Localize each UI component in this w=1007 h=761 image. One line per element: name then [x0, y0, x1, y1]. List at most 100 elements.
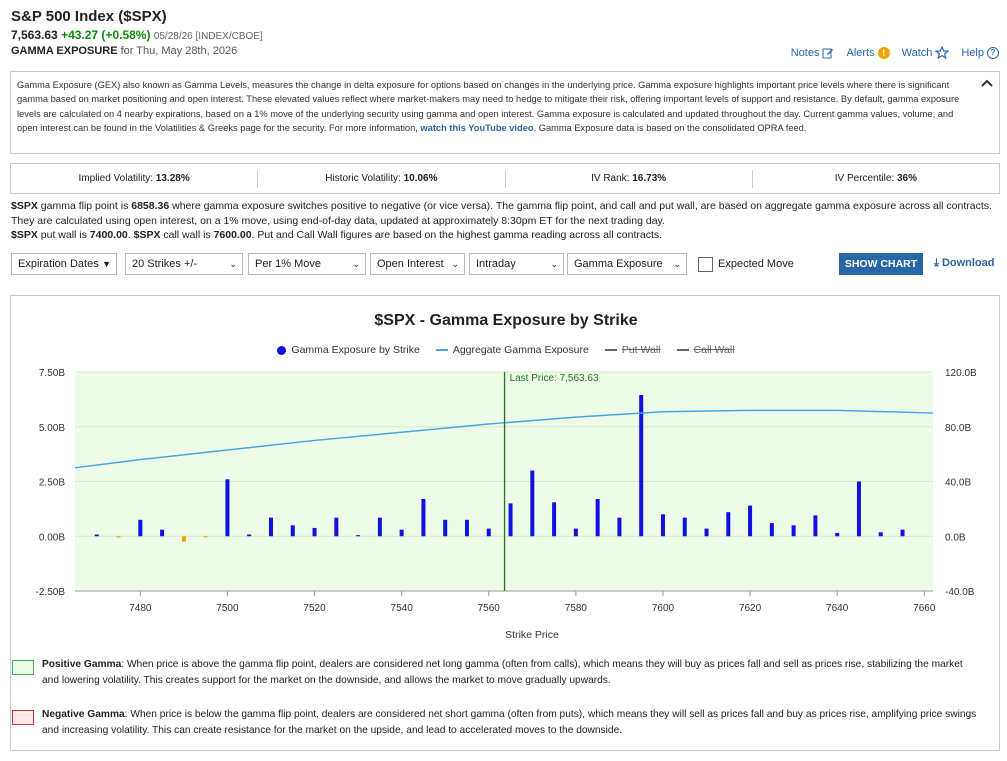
y-right-tick-label: 0.0B — [945, 532, 966, 543]
gamma-bar — [856, 481, 861, 537]
quote-line: 7,563.63 +43.27 (+0.58%) 05/28/26 [INDEX… — [11, 28, 263, 42]
expiration-dates-dropdown[interactable]: Expiration Dates ▼ — [11, 253, 117, 275]
gamma-bar — [247, 534, 252, 537]
gamma-bar — [138, 519, 143, 537]
show-chart-button[interactable]: SHOW CHART — [839, 253, 923, 275]
x-tick-label: 7580 — [565, 603, 588, 614]
legend-gamma-by-strike[interactable]: Gamma Exposure by Strike — [277, 344, 420, 356]
legend-line-icon — [604, 349, 617, 351]
help-link[interactable]: Help? — [961, 46, 999, 59]
positive-gamma-note: Positive Gamma: When price is above the … — [12, 657, 977, 688]
gamma-bar — [726, 512, 731, 537]
x-tick-label: 7520 — [303, 603, 326, 614]
x-tick-label: 7500 — [216, 603, 239, 614]
y-right-tick-label: 80.0B — [945, 423, 971, 434]
x-tick-label: 7660 — [913, 603, 936, 614]
chart-controls: Expiration Dates ▼ 20 Strikes +/- ⌄ Per 1%… — [11, 253, 1001, 277]
y-right-tick-label: 120.0B — [945, 368, 977, 379]
gamma-bar — [748, 505, 753, 537]
gamma-bar — [94, 534, 99, 537]
question-icon: ? — [987, 46, 999, 59]
gamma-bar — [878, 532, 883, 537]
gamma-bar — [334, 517, 339, 537]
negative-swatch — [12, 710, 34, 725]
gamma-bar — [552, 502, 557, 537]
stat-historic-volatility: Historic Volatility: 10.06% — [258, 169, 506, 188]
stat-implied-volatility: Implied Volatility: 13.28% — [11, 169, 259, 188]
gamma-bar — [160, 529, 165, 537]
gamma-bar — [421, 499, 426, 537]
gamma-bar — [813, 515, 818, 537]
y-right-tick-label: 40.0B — [945, 478, 971, 489]
alerts-link[interactable]: Alerts! — [846, 46, 890, 59]
x-tick-label: 7640 — [826, 603, 849, 614]
x-tick-label: 7480 — [129, 603, 152, 614]
gamma-bar — [682, 517, 687, 537]
chevron-down-icon: ⌄ — [550, 259, 558, 269]
legend-line-icon — [435, 349, 448, 351]
chevron-down-icon: ⌄ — [673, 259, 681, 269]
chart-legend: Gamma Exposure by Strike Aggregate Gamma… — [11, 344, 1001, 356]
last-price: 7,563.63 — [11, 28, 58, 42]
volatility-stats: Implied Volatility: 13.28% Historic Vola… — [10, 163, 1000, 194]
gamma-bar — [399, 529, 404, 537]
gamma-bar — [356, 535, 361, 537]
notes-link[interactable]: Notes — [791, 47, 835, 59]
gamma-bar — [769, 523, 774, 537]
stat-iv-rank: IV Rank: 16.73% — [506, 169, 753, 188]
gex-description: Gamma Exposure (GEX) also known as Gamma… — [10, 71, 1000, 154]
legend-dot-icon — [277, 345, 287, 355]
gamma-bar — [486, 528, 491, 537]
gamma-bar — [530, 470, 535, 537]
chevron-down-icon: ⌄ — [451, 259, 459, 269]
gamma-chart: -2.50B 0.00B 2.50B 5.00B 7.50B -40.0B 0.0B 40.0… — [36, 368, 977, 641]
x-tick-label: 7540 — [391, 603, 414, 614]
y-left-tick-label: 0.00B — [39, 532, 65, 543]
download-link[interactable]: ⤓ Download — [934, 257, 995, 269]
top-links: Notes Alerts! Watch Help? — [791, 46, 999, 59]
gamma-bar — [704, 528, 709, 537]
expected-move-checkbox[interactable]: Expected Move — [698, 253, 794, 275]
youtube-link[interactable]: watch this YouTube video — [420, 123, 534, 134]
watch-link[interactable]: Watch — [902, 46, 950, 59]
legend-put-wall[interactable]: Put Wall — [604, 344, 661, 356]
gamma-bar — [835, 532, 840, 537]
flip-point-line: $SPX gamma flip point is 6858.36 where g… — [11, 200, 992, 227]
subtitle: GAMMA EXPOSURE for Thu, May 28th, 2026 — [11, 45, 263, 57]
description-text-2: . Gamma Exposure data is based on the co… — [533, 123, 807, 134]
gamma-bar — [443, 519, 448, 537]
walls-line: $SPX put wall is 7400.00. $SPX call wall… — [11, 229, 663, 241]
subtitle-bold: GAMMA EXPOSURE — [11, 45, 118, 57]
legend-call-wall[interactable]: Call Wall — [676, 344, 735, 356]
star-icon — [935, 46, 950, 59]
gamma-bar — [791, 525, 796, 537]
strikes-select[interactable]: 20 Strikes +/- ⌄ — [125, 253, 243, 275]
gamma-bar — [660, 514, 665, 537]
description-text-1: Gamma Exposure (GEX) also known as Gamma… — [17, 80, 960, 134]
chevron-down-icon: ⌄ — [352, 259, 360, 269]
notes-label: Notes — [790, 46, 820, 59]
pencil-icon — [822, 48, 834, 58]
legend-line-icon — [676, 349, 689, 351]
alerts-label: Alerts — [846, 46, 875, 59]
subtitle-date: for Thu, May 28th, 2026 — [117, 45, 238, 57]
aggregate-gamma-line — [74, 409, 934, 469]
y-left-tick-label: 2.50B — [39, 478, 65, 489]
price-change: +43.27 (+0.58%) — [61, 28, 151, 42]
chevron-up-icon[interactable] — [981, 76, 993, 90]
period-select[interactable]: Intraday ⌄ — [469, 253, 564, 275]
metric-select[interactable]: Gamma Exposure ⌄ — [567, 253, 687, 275]
x-tick-label: 7600 — [652, 603, 675, 614]
y-left-tick-label: 7.50B — [39, 368, 65, 379]
gamma-bar — [595, 499, 600, 537]
gamma-bar — [116, 536, 121, 538]
legend-aggregate[interactable]: Aggregate Gamma Exposure — [435, 344, 589, 356]
gamma-bar — [464, 519, 469, 537]
checkbox-box[interactable] — [698, 256, 713, 272]
gamma-bar — [639, 394, 644, 537]
y-left-tick-label: 5.00B — [39, 423, 65, 434]
gamma-bar — [377, 517, 382, 537]
header: S&P 500 Index ($SPX) 7,563.63 +43.27 (+0… — [11, 8, 263, 57]
open-interest-select[interactable]: Open Interest ⌄ — [370, 253, 465, 275]
move-select[interactable]: Per 1% Move ⌄ — [248, 253, 366, 275]
